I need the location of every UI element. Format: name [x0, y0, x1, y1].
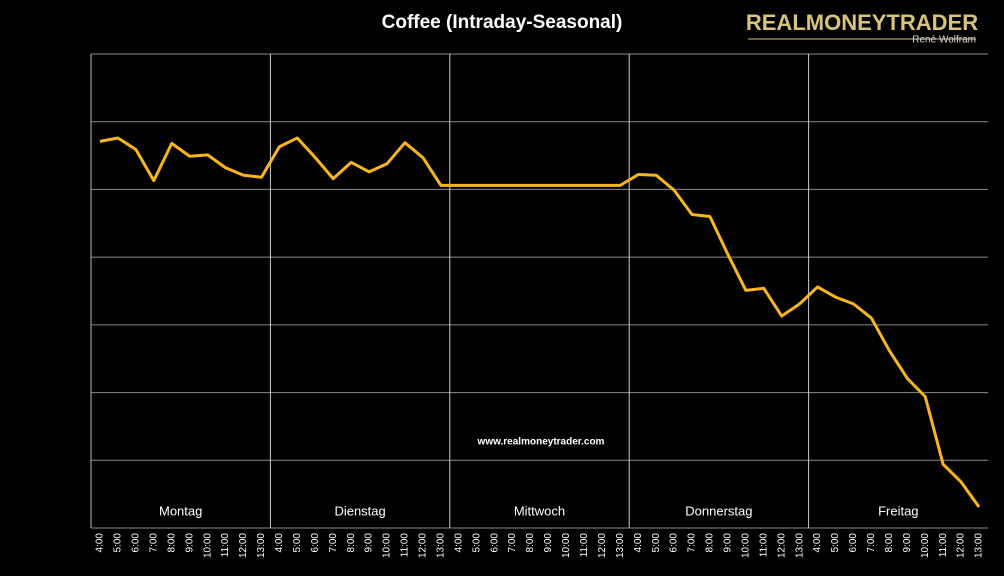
x-tick-label: 13:00 [615, 533, 626, 558]
day-label: Dienstag [334, 503, 385, 518]
x-tick-label: 12:00 [956, 533, 967, 558]
x-tick-label: 11:00 [758, 533, 769, 558]
x-tick-label: 13:00 [974, 533, 985, 558]
x-tick-label: 4:00 [633, 533, 644, 553]
x-tick-label: 6:00 [848, 533, 859, 553]
x-tick-label: 4:00 [95, 533, 106, 553]
x-tick-label: 7:00 [328, 533, 339, 553]
x-tick-label: 4:00 [812, 533, 823, 553]
x-tick-label: 6:00 [669, 533, 680, 553]
x-tick-label: 8:00 [525, 533, 536, 553]
x-tick-label: 5:00 [651, 533, 662, 553]
x-tick-label: 13:00 [794, 533, 805, 558]
x-tick-label: 10:00 [202, 533, 213, 558]
x-tick-label: 9:00 [364, 533, 375, 553]
x-tick-label: 13:00 [435, 533, 446, 558]
day-label: Montag [159, 503, 202, 518]
x-tick-label: 13:00 [256, 533, 267, 558]
x-tick-label: 10:00 [740, 533, 751, 558]
x-tick-label: 6:00 [130, 533, 141, 553]
x-tick-label: 5:00 [113, 533, 124, 553]
x-tick-label: 11:00 [220, 533, 231, 558]
x-tick-label: 9:00 [543, 533, 554, 553]
x-tick-label: 4:00 [453, 533, 464, 553]
x-tick-label: 9:00 [902, 533, 913, 553]
watermark: www.realmoneytrader.com [477, 437, 605, 448]
day-label: Donnerstag [685, 503, 752, 518]
x-tick-label: 4:00 [274, 533, 285, 553]
logo-subtitle: René Wolfram [912, 35, 976, 46]
x-tick-label: 8:00 [346, 533, 357, 553]
x-tick-label: 8:00 [705, 533, 716, 553]
x-tick-label: 11:00 [938, 533, 949, 558]
x-tick-label: 8:00 [166, 533, 177, 553]
x-tick-label: 7:00 [148, 533, 159, 553]
x-tick-label: 8:00 [884, 533, 895, 553]
day-label: Freitag [878, 503, 918, 518]
x-tick-label: 7:00 [866, 533, 877, 553]
chart-title: Coffee (Intraday-Seasonal) [382, 12, 623, 33]
x-tick-label: 7:00 [507, 533, 518, 553]
x-tick-label: 5:00 [471, 533, 482, 553]
x-tick-label: 6:00 [489, 533, 500, 553]
day-label: Mittwoch [514, 503, 565, 518]
logo: REALMONEYTRADER [746, 10, 978, 35]
x-tick-label: 11:00 [400, 533, 411, 558]
x-tick-label: 9:00 [184, 533, 195, 553]
x-tick-label: 12:00 [597, 533, 608, 558]
x-tick-label: 10:00 [382, 533, 393, 558]
x-tick-label: 12:00 [238, 533, 249, 558]
x-tick-label: 10:00 [920, 533, 931, 558]
x-tick-label: 12:00 [776, 533, 787, 558]
x-tick-label: 5:00 [292, 533, 303, 553]
x-tick-label: 11:00 [579, 533, 590, 558]
x-tick-label: 6:00 [310, 533, 321, 553]
x-tick-label: 7:00 [687, 533, 698, 553]
line [99, 136, 981, 508]
x-tick-label: 5:00 [830, 533, 841, 553]
x-tick-label: 12:00 [418, 533, 429, 558]
x-tick-label: 10:00 [561, 533, 572, 558]
x-tick-label: 9:00 [723, 533, 734, 553]
